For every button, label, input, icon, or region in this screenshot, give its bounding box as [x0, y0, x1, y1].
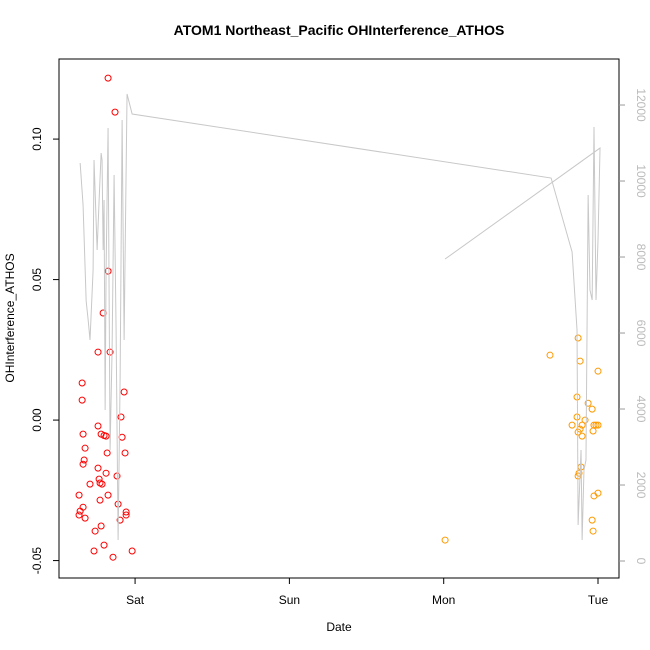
- data-point: [81, 444, 89, 452]
- data-point: [94, 348, 102, 356]
- data-point: [441, 536, 449, 544]
- data-point: [78, 396, 86, 404]
- data-point: [568, 421, 576, 429]
- x-tick-label: Tue: [588, 593, 609, 607]
- data-point: [91, 527, 99, 535]
- data-point: [594, 421, 602, 429]
- y2-tick-label: 6000: [634, 320, 648, 347]
- data-point: [588, 516, 596, 524]
- data-line: [79, 93, 601, 541]
- data-point: [109, 553, 117, 561]
- data-point: [75, 511, 83, 519]
- data-point: [589, 527, 597, 535]
- data-point: [90, 547, 98, 555]
- data-point: [94, 422, 102, 430]
- data-point: [81, 514, 89, 522]
- data-point: [121, 449, 129, 457]
- data-point: [117, 413, 125, 421]
- data-point: [79, 430, 87, 438]
- data-point: [122, 511, 130, 519]
- data-point: [94, 464, 102, 472]
- data-point: [584, 399, 592, 407]
- y-axis-label: OHInterference_ATHOS: [3, 253, 17, 382]
- y-tick-label: -0.05: [30, 547, 44, 575]
- data-point: [104, 74, 112, 82]
- x-tick-label: Sun: [279, 593, 300, 607]
- data-point: [78, 379, 86, 387]
- data-point: [79, 460, 87, 468]
- y2-tick-label: 10000: [634, 164, 648, 198]
- x-tick-label: Sat: [126, 593, 145, 607]
- data-point: [578, 421, 586, 429]
- data-point: [95, 475, 103, 483]
- data-point: [574, 334, 582, 342]
- data-point: [103, 449, 111, 457]
- data-point: [120, 388, 128, 396]
- data-point: [592, 421, 600, 429]
- data-point: [588, 405, 596, 413]
- data-point: [590, 421, 598, 429]
- data-point: [594, 489, 602, 497]
- data-point: [104, 267, 112, 275]
- y-tick-label: 0.00: [30, 408, 44, 432]
- y-tick-label: 0.10: [30, 127, 44, 151]
- plot-frame: [58, 58, 620, 579]
- x-axis-label: Date: [326, 620, 352, 634]
- data-point: [594, 367, 602, 375]
- y2-tick-label: 4000: [634, 396, 648, 423]
- data-point: [80, 456, 88, 464]
- data-point: [86, 480, 94, 488]
- data-point: [75, 491, 83, 499]
- chart-title: ATOM1 Northeast_Pacific OHInterference_A…: [174, 22, 505, 38]
- data-point: [79, 503, 87, 511]
- y-tick-label: 0.05: [30, 268, 44, 292]
- data-point: [98, 480, 106, 488]
- data-point: [102, 469, 110, 477]
- data-point: [111, 108, 119, 116]
- y2-tick-label: 2000: [634, 472, 648, 499]
- data-point: [100, 541, 108, 549]
- data-point: [575, 469, 583, 477]
- data-point: [96, 496, 104, 504]
- x-tick-label: Mon: [432, 593, 455, 607]
- data-point: [578, 432, 586, 440]
- data-point: [546, 351, 554, 359]
- data-point: [581, 416, 589, 424]
- y2-tick-label: 8000: [634, 244, 648, 271]
- data-point: [116, 516, 124, 524]
- y2-tick-label: 12000: [634, 88, 648, 122]
- y2-tick-label: 0: [634, 558, 648, 565]
- data-point: [106, 348, 114, 356]
- data-point: [122, 508, 130, 516]
- data-point: [97, 522, 105, 530]
- data-point: [102, 432, 110, 440]
- data-point: [104, 491, 112, 499]
- data-point: [128, 547, 136, 555]
